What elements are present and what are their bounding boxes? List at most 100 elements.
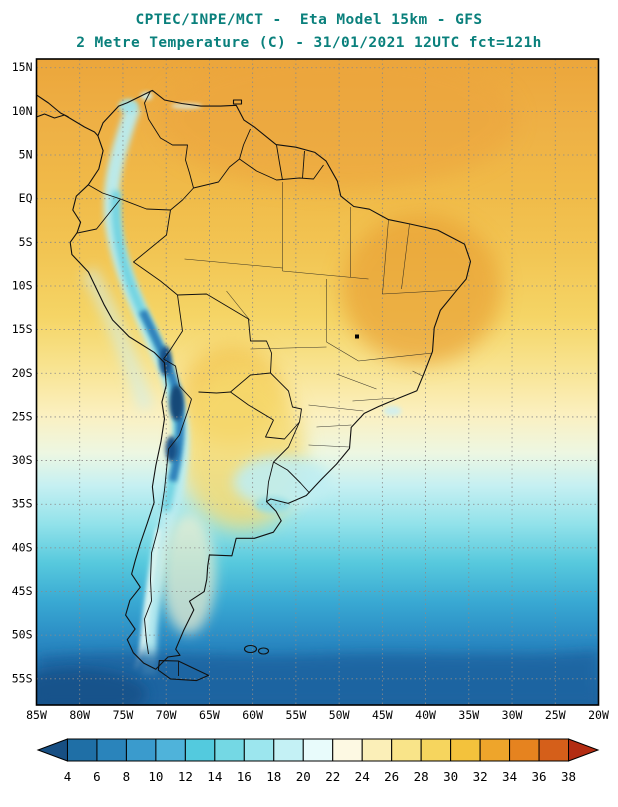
lon-tick-label: 70W <box>156 708 177 722</box>
cool-spot-colombia <box>118 99 139 113</box>
title-line-1: CPTEC/INPE/MCT - Eta Model 15km - GFS <box>135 12 483 28</box>
trinidad-island <box>232 99 243 105</box>
colorbar-left-arrow <box>36 738 68 762</box>
lon-tick-label: 35W <box>458 708 479 722</box>
cold-spot-southwest-corner <box>36 669 147 705</box>
warm-patch-northeast-brazil <box>341 214 502 364</box>
colorbar-tick-label: 10 <box>148 769 163 784</box>
lon-tick-label: 55W <box>285 708 306 722</box>
colorbar-tick-label: 30 <box>443 769 458 784</box>
colorbar-segment <box>66 738 98 762</box>
colorbar-segment <box>391 738 422 762</box>
colorbar-tick-label: 16 <box>237 769 252 784</box>
state-borders <box>184 182 457 448</box>
colorbar-tick-label: 22 <box>325 769 340 784</box>
lat-tick-label: EQ <box>19 191 33 205</box>
andes-coldest-spot-3 <box>165 436 178 462</box>
colorbar-tick-label: 32 <box>473 769 488 784</box>
lat-tick-label: 50S <box>12 628 33 642</box>
lat-tick-label: 10N <box>12 104 33 118</box>
colorbar-segment <box>96 738 127 762</box>
cool-patch-la-plata <box>254 497 291 513</box>
colorbar-scale: 4 6 8 10 12 14 16 18 20 22 24 26 28 30 32 34 36 38 <box>36 738 600 784</box>
lon-tick-label: 20W <box>588 708 609 722</box>
temperature-field <box>36 59 599 705</box>
header: CPTEC/INPE/MCT - Eta Model 15km - GFS 2 … <box>0 0 618 55</box>
lat-tick-label: 30S <box>12 453 33 467</box>
colorbar-segment <box>538 738 570 762</box>
colorbar-tick-label: 18 <box>266 769 281 784</box>
andes-coldest-spot-1 <box>159 346 172 376</box>
colorbar-segment <box>184 738 216 762</box>
cool-patch-uruguay <box>233 456 330 508</box>
colorbar-segment <box>332 738 363 762</box>
mild-patch-patagonia <box>161 514 216 634</box>
cool-spot-se-brazil <box>383 406 402 416</box>
colorbar: 4 6 8 10 12 14 16 18 20 22 24 26 28 30 32 34 36 38 <box>36 738 600 784</box>
colorbar-tick-label: 36 <box>532 769 547 784</box>
lat-tick-label: 5S <box>19 235 33 249</box>
colorbar-segment <box>450 738 481 762</box>
colorbar-segment <box>479 738 511 762</box>
colorbar-tick-label: 20 <box>296 769 311 784</box>
colorbar-tick-label: 6 <box>93 769 101 784</box>
colorbar-segment <box>214 738 245 762</box>
lon-tick-label: 50W <box>329 708 350 722</box>
colorbar-segment <box>420 738 452 762</box>
lat-tick-label: 45S <box>12 584 33 598</box>
colorbar-tick-label: 24 <box>355 769 370 784</box>
colorbar-tick-label: 38 <box>561 769 576 784</box>
colorbar-segment <box>509 738 540 762</box>
lon-tick-label: 25W <box>545 708 566 722</box>
lon-tick-label: 80W <box>69 708 90 722</box>
lon-tick-label: 75W <box>113 708 134 722</box>
map-frame <box>35 58 600 706</box>
colorbar-tick-label: 14 <box>207 769 222 784</box>
colorbar-segment <box>361 738 393 762</box>
brasilia-marker <box>355 334 359 339</box>
colorbar-segment <box>125 738 157 762</box>
colorbar-segment <box>155 738 186 762</box>
lon-tick-label: 30W <box>502 708 523 722</box>
lat-tick-label: 20S <box>12 366 33 380</box>
colorbar-segment <box>273 738 304 762</box>
south-america-coastline <box>69 89 472 670</box>
colorbar-segment <box>243 738 275 762</box>
lat-tick-label: 35S <box>12 497 33 511</box>
lat-tick-label: 40S <box>12 540 33 554</box>
map-canvas: 15N 10N 5N EQ 5S 10S 15S 20S 25S 30S 35S 40S 45S 50S 5… <box>12 58 609 722</box>
colorbar-tick-label: 4 <box>64 769 72 784</box>
lon-tick-label: 60W <box>242 708 263 722</box>
longitude-axis: 85W 80W 75W 70W 65W 60W 55W 50W 45W 40W 35W 30W 25W 2… <box>26 708 609 722</box>
colorbar-tick-label: 34 <box>502 769 517 784</box>
country-borders <box>77 90 324 676</box>
cool-coastal-water <box>81 267 155 412</box>
cold-band-southern-ocean <box>36 651 599 705</box>
lat-tick-label: 5N <box>19 148 33 162</box>
lat-tick-label: 10S <box>12 278 33 292</box>
andes-coldest-spot-2 <box>169 385 184 421</box>
linework-layer <box>36 89 472 682</box>
lon-tick-label: 65W <box>199 708 220 722</box>
lat-tick-label: 15S <box>12 322 33 336</box>
colorbar-right-arrow <box>568 738 600 762</box>
lon-tick-label: 85W <box>26 708 47 722</box>
cool-sliver-venezuela-coast <box>170 103 203 109</box>
colorbar-tick-label: 26 <box>384 769 399 784</box>
latitude-axis: 15N 10N 5N EQ 5S 10S 15S 20S 25S 30S 35S 40S 45S 50S 5… <box>12 60 33 685</box>
panama-coastline <box>36 113 99 137</box>
title-line-2: 2 Metre Temperature (C) - 31/01/2021 12U… <box>76 35 542 51</box>
lat-tick-label: 55S <box>12 671 33 685</box>
colorbar-segment <box>302 738 334 762</box>
lon-tick-label: 40W <box>415 708 436 722</box>
graticule <box>36 59 599 705</box>
lat-tick-label: 15N <box>12 60 33 74</box>
falkland-island-east <box>257 647 270 655</box>
colorbar-tick-label: 12 <box>178 769 193 784</box>
warm-band-north <box>156 59 517 189</box>
colorbar-tick-label: 28 <box>414 769 429 784</box>
falkland-island-west <box>243 644 258 654</box>
lat-tick-label: 25S <box>12 409 33 423</box>
lon-tick-label: 45W <box>372 708 393 722</box>
